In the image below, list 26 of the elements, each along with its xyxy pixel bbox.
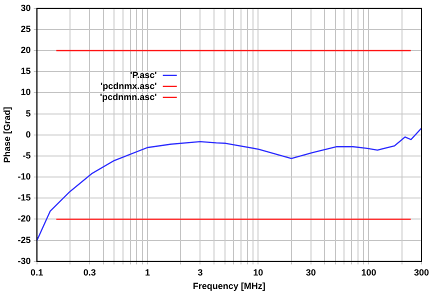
x-axis-title: Frequency [MHz] [192,281,266,292]
legend-label: 'pcdnmx.asc' [100,80,157,91]
y-tick-label: 30 [20,2,31,13]
x-tick-label: 3 [198,267,203,278]
y-tick-label: 20 [20,45,31,56]
y-tick-label: -5 [22,150,31,160]
x-tick-label: 1 [144,267,150,278]
x-tick-label: 30 [306,267,316,278]
y-tick-label: -30 [18,256,31,266]
y-tick-label: -15 [18,192,31,203]
legend-label: 'P.asc' [130,70,157,80]
x-tick-label: 0.1 [30,267,44,278]
x-tick-label: 0.3 [83,267,96,278]
y-tick-label: -20 [18,214,31,224]
x-tick-label: 10 [253,267,264,278]
y-tick-label: -25 [18,234,31,245]
y-tick-label: 25 [20,24,31,34]
y-tick-label: -10 [18,172,31,182]
y-tick-label: 5 [26,108,31,118]
y-tick-label: 10 [20,87,31,98]
x-tick-label: 100 [361,267,376,278]
y-axis-title: Phase [Grad] [2,106,12,163]
legend-label: 'pcdnmn.asc' [100,92,157,102]
y-tick-label: 0 [26,129,31,140]
x-tick-label: 300 [414,267,430,278]
y-tick-label: 15 [20,66,31,76]
